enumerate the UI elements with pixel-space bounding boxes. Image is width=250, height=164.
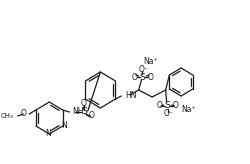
Text: S: S	[140, 72, 145, 82]
Text: O: O	[172, 102, 178, 111]
Text: S: S	[165, 102, 170, 111]
Text: O: O	[147, 72, 153, 82]
Text: Na⁺: Na⁺	[182, 105, 196, 114]
Text: O: O	[132, 72, 138, 82]
Text: NH: NH	[72, 107, 84, 116]
Text: O: O	[20, 110, 26, 119]
Text: O⁻: O⁻	[138, 64, 148, 73]
Text: O: O	[81, 100, 87, 109]
Text: O⁻: O⁻	[164, 110, 173, 119]
Text: CH₃: CH₃	[1, 113, 14, 119]
Text: O: O	[157, 102, 163, 111]
Text: N: N	[61, 121, 66, 130]
Text: S: S	[81, 107, 87, 116]
Text: N: N	[46, 129, 51, 137]
Text: HN: HN	[125, 91, 136, 100]
Text: Na⁺: Na⁺	[143, 57, 158, 65]
Text: O: O	[89, 112, 94, 121]
